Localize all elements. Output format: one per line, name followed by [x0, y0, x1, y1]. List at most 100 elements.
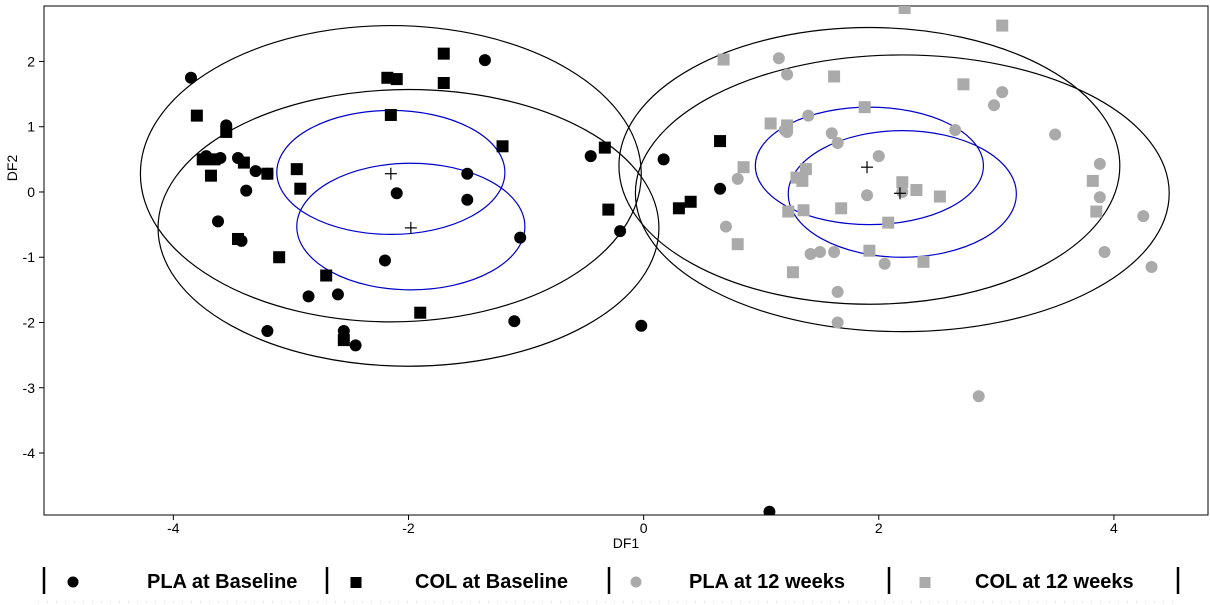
data-point	[196, 153, 209, 166]
data-point	[731, 238, 744, 251]
data-point	[657, 153, 670, 166]
data-point	[378, 254, 391, 267]
x-axis-title: DF1	[613, 535, 640, 551]
data-point	[972, 390, 985, 403]
data-point	[437, 47, 450, 60]
data-point	[719, 220, 732, 233]
y-tick-label: -3	[23, 380, 36, 396]
y-tick-label: 0	[27, 184, 35, 200]
data-point	[261, 167, 274, 180]
data-point	[878, 257, 891, 270]
legend-marker	[67, 576, 79, 588]
data-point	[384, 108, 397, 121]
data-point	[320, 269, 333, 282]
legend-label: PLA at 12 weeks	[689, 571, 845, 593]
data-point	[381, 71, 394, 84]
data-point	[786, 266, 799, 279]
data-point	[737, 161, 750, 174]
data-point	[240, 184, 253, 197]
data-point	[781, 68, 794, 81]
data-point	[204, 169, 217, 182]
legend-label: COL at 12 weeks	[975, 571, 1134, 593]
data-point	[349, 339, 362, 352]
y-tick-label: 1	[27, 119, 35, 135]
data-point	[1049, 128, 1062, 141]
data-point	[858, 101, 871, 114]
data-point	[1090, 205, 1103, 218]
data-point	[331, 288, 344, 301]
data-point	[896, 185, 909, 198]
data-point	[672, 202, 685, 215]
y-tick-label: -4	[23, 445, 36, 461]
data-point	[835, 202, 848, 215]
data-point	[461, 167, 474, 180]
data-point	[996, 86, 1009, 99]
data-point	[828, 246, 841, 259]
data-point	[1137, 210, 1150, 223]
data-point	[602, 203, 615, 216]
data-points	[184, 6, 1158, 515]
centroid-marker	[404, 221, 417, 234]
data-point	[294, 182, 307, 195]
data-point	[461, 193, 474, 206]
data-point	[814, 246, 826, 259]
axes: -4 -2 0 2 4 -4 -3 -2 -1 0 1 2	[23, 53, 1118, 536]
data-point	[910, 184, 923, 197]
x-tick-label: -4	[167, 520, 180, 536]
data-point	[390, 187, 403, 200]
data-point	[290, 163, 303, 176]
data-point	[717, 53, 730, 66]
data-point	[831, 285, 844, 298]
centroid-marker	[384, 167, 397, 180]
data-point	[190, 109, 203, 122]
data-point	[797, 204, 810, 217]
y-tick-label: -1	[23, 249, 36, 265]
legend-label: COL at Baseline	[415, 571, 568, 593]
data-point	[772, 52, 785, 65]
legend-marker	[350, 577, 362, 588]
x-tick-label: 2	[875, 520, 883, 536]
data-point	[184, 71, 197, 84]
data-point	[337, 324, 350, 337]
data-point	[781, 119, 794, 132]
group-centroids	[384, 161, 906, 234]
data-point	[414, 306, 427, 319]
data-point	[804, 247, 817, 260]
data-point	[714, 135, 727, 148]
data-point	[249, 165, 262, 178]
data-point	[1098, 246, 1111, 259]
data-point	[917, 255, 930, 268]
data-point	[799, 163, 812, 176]
confidence-ellipse	[296, 162, 526, 291]
plot-frame	[43, 5, 1209, 516]
data-point	[882, 216, 895, 229]
data-point	[957, 78, 970, 91]
centroid-marker	[893, 187, 906, 200]
data-point	[831, 137, 844, 150]
data-point	[828, 70, 841, 83]
data-point	[1086, 174, 1099, 187]
data-point	[933, 190, 946, 203]
confidence-ellipse	[787, 130, 1017, 258]
data-point	[714, 182, 727, 195]
confidence-ellipses	[139, 24, 1170, 367]
data-point	[208, 153, 221, 166]
x-tick-label: 0	[640, 520, 648, 536]
x-tick-label: 4	[1110, 520, 1118, 536]
legend-label: PLA at Baseline	[147, 571, 297, 593]
data-point	[896, 176, 909, 189]
data-point	[478, 54, 491, 67]
data-point	[273, 251, 286, 264]
data-point	[508, 315, 521, 328]
data-point	[1093, 191, 1106, 204]
legend: PLA at Baseline COL at Baseline PLA at 12 …	[38, 567, 1180, 603]
centroid-marker	[861, 161, 874, 174]
data-point	[949, 123, 962, 136]
y-axis-title: DF2	[4, 155, 20, 182]
confidence-ellipse	[139, 24, 642, 323]
data-point	[988, 99, 1001, 112]
confidence-ellipse	[157, 88, 660, 367]
data-point	[802, 109, 815, 122]
data-point	[1093, 157, 1106, 170]
